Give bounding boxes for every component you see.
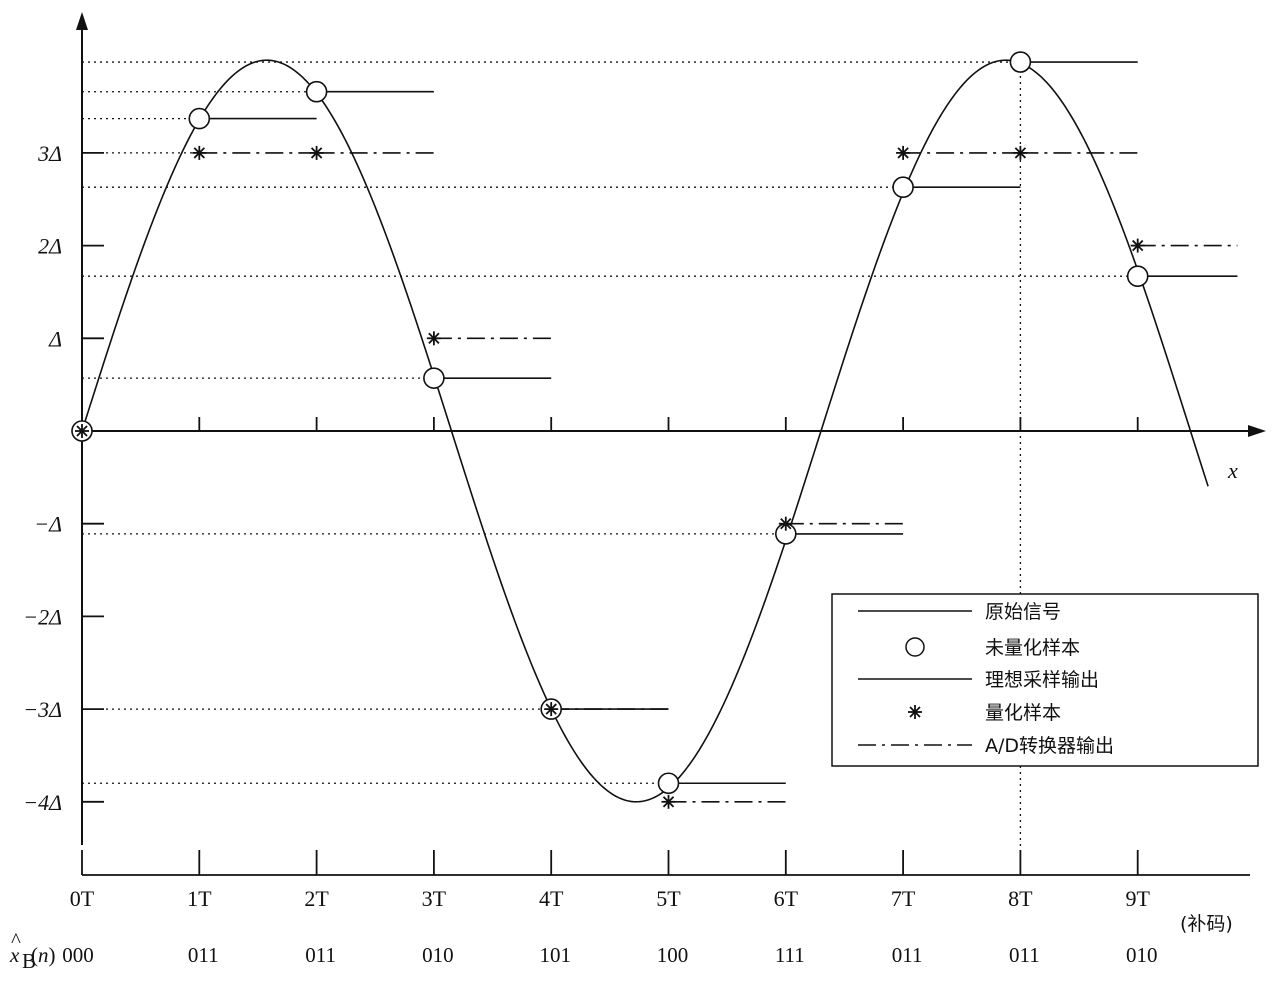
axis-ticks xyxy=(81,151,1139,875)
svg-text:B: B xyxy=(22,949,36,973)
quantized-sample-asterisk xyxy=(661,794,676,809)
code-value: 010 xyxy=(1126,943,1158,967)
legend: 原始信号 未量化样本 理想采样输出 量化样本 A/D转换器输出 xyxy=(831,593,1259,767)
y-tick-label: 3Δ xyxy=(37,141,62,166)
code-value: 010 xyxy=(422,943,454,967)
y-axis-arrow xyxy=(76,12,88,30)
legend-label-adc: A/D转换器输出 xyxy=(985,735,1114,757)
unquantized-sample-circle xyxy=(305,80,328,103)
code-label: (补码) xyxy=(1180,913,1233,935)
legend-swatch-quantized xyxy=(908,705,922,719)
svg-text:(n): (n) xyxy=(31,943,56,967)
unquantized-sample-circle xyxy=(423,367,445,389)
quantized-sample-asterisk xyxy=(426,331,441,346)
asterisk-stroke xyxy=(310,147,323,159)
asterisk-stroke xyxy=(1132,239,1144,252)
x-tick-label: 6T xyxy=(774,886,799,911)
code-value: 100 xyxy=(657,943,689,967)
x-tick-label: 0T xyxy=(70,886,95,911)
y-tick-label: −Δ xyxy=(34,512,62,537)
y-tick-label: −4Δ xyxy=(23,790,62,815)
sample-markers xyxy=(71,51,1149,809)
code-value: 000 xyxy=(62,943,94,967)
y-tick-label: −2Δ xyxy=(23,604,62,629)
quantized-sample-asterisk xyxy=(778,516,793,531)
asterisk-stroke xyxy=(545,703,557,715)
quantized-sample-asterisk xyxy=(192,145,207,160)
legend-label-unquantized: 未量化样本 xyxy=(985,637,1080,659)
asterisk-stroke xyxy=(662,796,675,808)
x-tick-label: 1T xyxy=(187,886,212,911)
svg-text:^: ^ xyxy=(11,928,21,952)
x-tick-label: 9T xyxy=(1125,886,1150,911)
code-value: 011 xyxy=(892,943,923,967)
x-tick-label: 3T xyxy=(422,886,447,911)
code-row-label: x ^ B (n) xyxy=(9,928,56,973)
svg-text:x: x xyxy=(9,943,20,967)
legend-label-original: 原始信号 xyxy=(985,601,1061,623)
quantized-sample-asterisk xyxy=(1130,238,1145,253)
unquantized-sample-circle xyxy=(657,772,680,795)
x-tick-labels: 0T 1T 2T 3T 4T 5T 6T 7T 8T 9T xyxy=(70,886,1151,911)
x-tick-label: 2T xyxy=(304,886,329,911)
y-tick-label: Δ xyxy=(48,326,62,351)
quantized-sample-asterisk xyxy=(1013,145,1028,160)
code-value: 011 xyxy=(1009,943,1040,967)
asterisk-stroke xyxy=(428,332,440,344)
quantized-sample-asterisk xyxy=(544,702,559,717)
y-tick-labels: 3Δ 2Δ Δ −Δ −2Δ −3Δ −4Δ xyxy=(23,141,62,815)
sample-hold-lines xyxy=(199,61,1238,803)
x-tick-label: 5T xyxy=(656,886,681,911)
quantized-sample-asterisk xyxy=(896,145,911,160)
x-tick-label: 4T xyxy=(539,886,564,911)
code-value: 011 xyxy=(188,943,219,967)
legend-box xyxy=(831,593,1259,767)
unquantized-sample-circle xyxy=(1009,51,1032,73)
quantized-sample-asterisk xyxy=(309,145,324,160)
x-axis-label: x xyxy=(1227,458,1238,483)
asterisk-stroke xyxy=(780,518,792,530)
asterisk-stroke xyxy=(76,425,88,437)
asterisk-stroke xyxy=(897,147,909,159)
quantized-sample-asterisk xyxy=(75,424,89,438)
code-row: 000 011 011 010 101 100 111 011 011 010 xyxy=(62,943,1157,967)
unquantized-sample-circle xyxy=(1126,265,1149,287)
x-tick-label: 7T xyxy=(891,886,916,911)
code-value: 011 xyxy=(305,943,336,967)
asterisk-stroke xyxy=(193,147,205,159)
y-tick-label: −3Δ xyxy=(23,697,62,722)
legend-swatch-unquantized xyxy=(905,637,925,657)
unquantized-sample-circle xyxy=(892,176,914,198)
code-value: 101 xyxy=(539,943,571,967)
unquantized-sample-circle xyxy=(188,107,211,130)
x-tick-label: 8T xyxy=(1008,886,1033,911)
legend-label-quantized: 量化样本 xyxy=(985,702,1061,724)
code-value: 111 xyxy=(775,943,805,967)
legend-label-ideal: 理想采样输出 xyxy=(985,669,1099,691)
y-tick-label: 2Δ xyxy=(38,234,62,259)
x-axis-arrow xyxy=(1248,425,1266,437)
asterisk-stroke xyxy=(1014,147,1027,159)
